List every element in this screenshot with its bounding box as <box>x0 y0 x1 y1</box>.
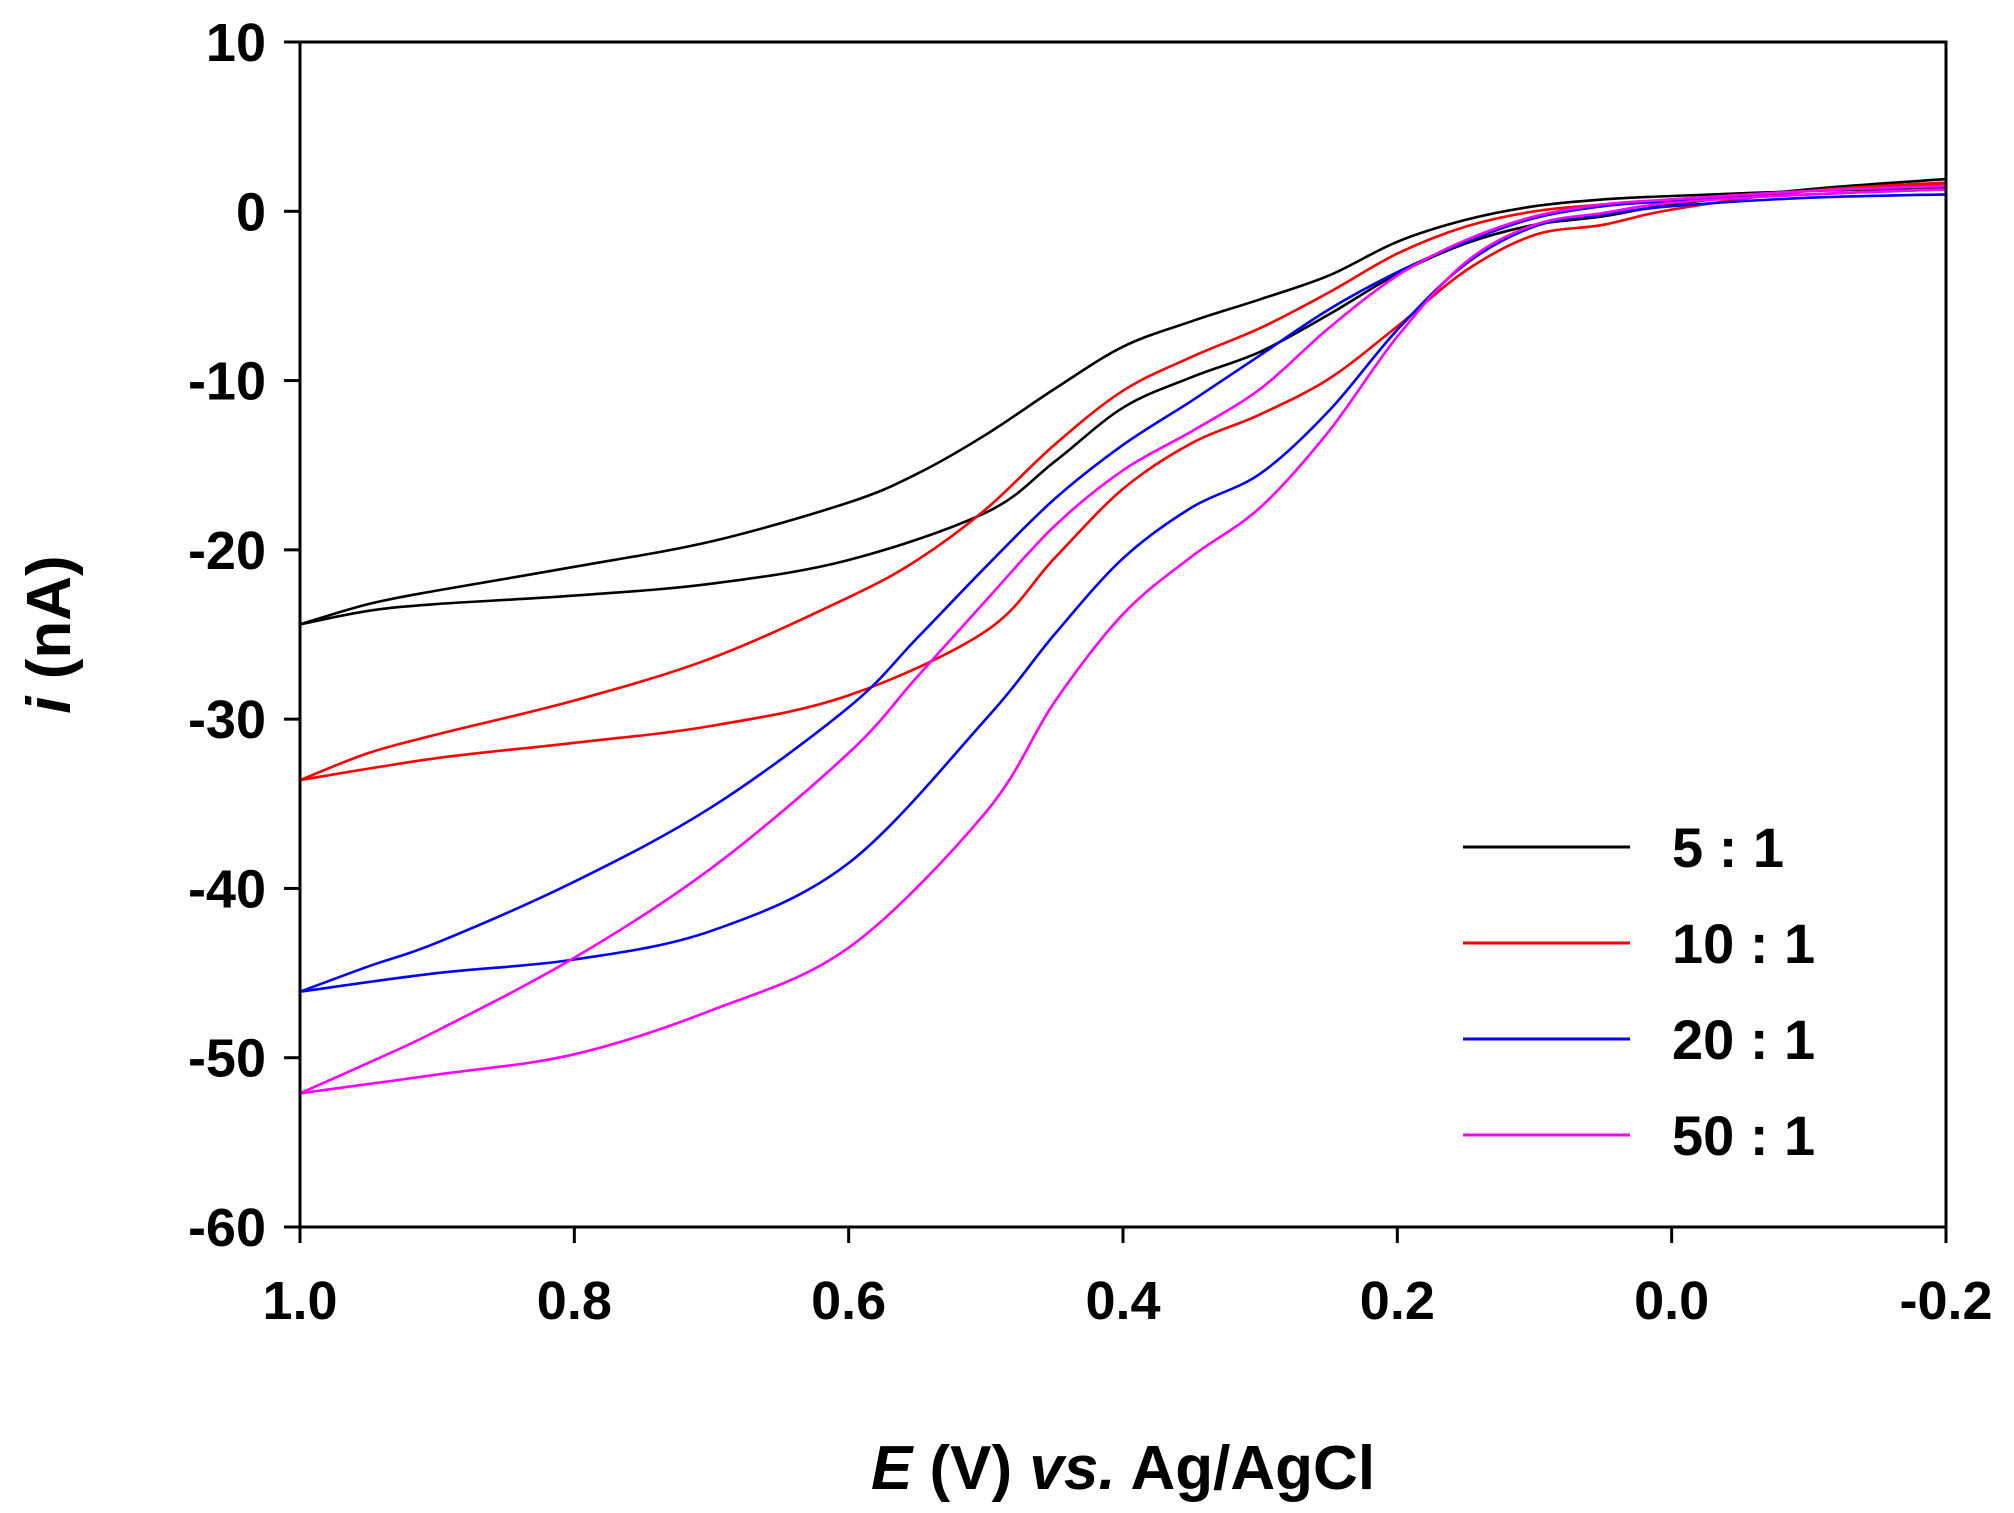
series-5-to-1-reverse-scan <box>298 186 1948 626</box>
y-tick-label: -10 <box>188 352 266 412</box>
series-5-to-1-forward-scan <box>298 177 1948 626</box>
x-tick-label: 0.0 <box>1634 1271 1709 1331</box>
series-20-to-1-forward-scan <box>298 193 1948 993</box>
x-tick-label: 0.6 <box>811 1271 886 1331</box>
y-axis-title: i (nA) <box>15 555 84 713</box>
y-tick-label: -60 <box>188 1198 266 1258</box>
series-20-to-1-reverse-scan <box>298 188 1948 993</box>
x-axis-title-symbol: E <box>871 1434 914 1503</box>
y-tick-label: -40 <box>188 859 266 919</box>
y-axis-title-unit: (nA) <box>15 555 84 696</box>
x-axis-ticks: 1.0 0.8 0.6 0.4 0.2 0.0 -0.2 <box>262 1227 1993 1331</box>
legend-label: 20 : 1 <box>1672 1008 1815 1071</box>
x-tick-label: 1.0 <box>262 1271 337 1331</box>
legend-label: 5 : 1 <box>1672 816 1784 879</box>
x-axis-title-reference: Ag/AgCl <box>1116 1434 1375 1503</box>
legend: 5 : 1 10 : 1 20 : 1 50 : 1 <box>1463 816 1815 1167</box>
y-axis-ticks: 10 0 -10 -20 -30 -40 -50 -60 <box>188 13 300 1258</box>
series-10-to-1-reverse-scan <box>298 182 1948 782</box>
series-10-to-1-forward-scan <box>298 181 1948 782</box>
series-50-to-1-forward-scan <box>298 188 1948 1095</box>
y-tick-label: 10 <box>206 13 266 73</box>
y-tick-label: -50 <box>188 1029 266 1089</box>
y-axis-title-symbol: i <box>15 695 84 714</box>
y-tick-label: -20 <box>188 521 266 581</box>
legend-label: 50 : 1 <box>1672 1104 1815 1167</box>
legend-label: 10 : 1 <box>1672 912 1815 975</box>
x-axis-title-unit: (V) <box>912 1434 1029 1503</box>
x-tick-label: -0.2 <box>1899 1271 1992 1331</box>
y-tick-label: -30 <box>188 690 266 750</box>
x-tick-label: 0.4 <box>1085 1271 1160 1331</box>
x-tick-label: 0.2 <box>1360 1271 1435 1331</box>
series-50-to-1-reverse-scan <box>298 184 1948 1095</box>
x-axis-title-vs: vs. <box>1029 1434 1115 1503</box>
series-lines <box>298 177 1948 1095</box>
x-tick-label: 0.8 <box>537 1271 612 1331</box>
y-tick-label: 0 <box>236 182 266 242</box>
x-axis-title: E (V) vs. Ag/AgCl <box>871 1434 1375 1503</box>
plot-frame <box>298 40 1948 1229</box>
